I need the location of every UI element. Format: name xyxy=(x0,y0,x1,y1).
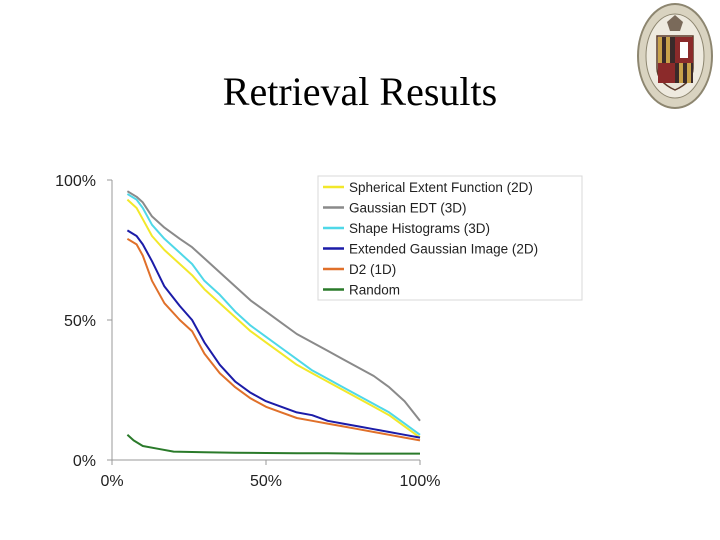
series-line-3 xyxy=(126,229,421,439)
series-line-4 xyxy=(126,237,421,442)
university-seal-logo xyxy=(637,3,713,109)
y-tick-label: 50% xyxy=(64,313,96,330)
x-tick-label: 0% xyxy=(100,473,123,490)
legend-label-3: Extended Gaussian Image (2D) xyxy=(349,242,538,257)
legend-label-0: Spherical Extent Function (2D) xyxy=(349,180,533,195)
legend-label-4: D2 (1D) xyxy=(349,262,396,277)
series-line-5 xyxy=(126,434,420,455)
y-tick-label: 100% xyxy=(55,173,96,190)
slide-title: Retrieval Results xyxy=(222,69,498,114)
chart-ticks: 0% 50% 100% 0% 50% 100% xyxy=(55,173,440,490)
legend-label-2: Shape Histograms (3D) xyxy=(349,221,490,236)
x-tick-label: 100% xyxy=(400,473,441,490)
legend-box xyxy=(317,175,583,301)
series-line-1 xyxy=(126,190,421,422)
chart-series xyxy=(126,190,421,455)
x-tick-label: 50% xyxy=(250,473,282,490)
y-tick-label: 0% xyxy=(73,453,96,470)
legend-label-1: Gaussian EDT (3D) xyxy=(349,201,467,216)
series-line-2 xyxy=(126,193,421,436)
series-line-0 xyxy=(126,198,421,439)
legend-label-5: Random xyxy=(349,283,400,298)
chart-legend: Spherical Extent Function (2D) Gaussian E… xyxy=(317,175,583,301)
